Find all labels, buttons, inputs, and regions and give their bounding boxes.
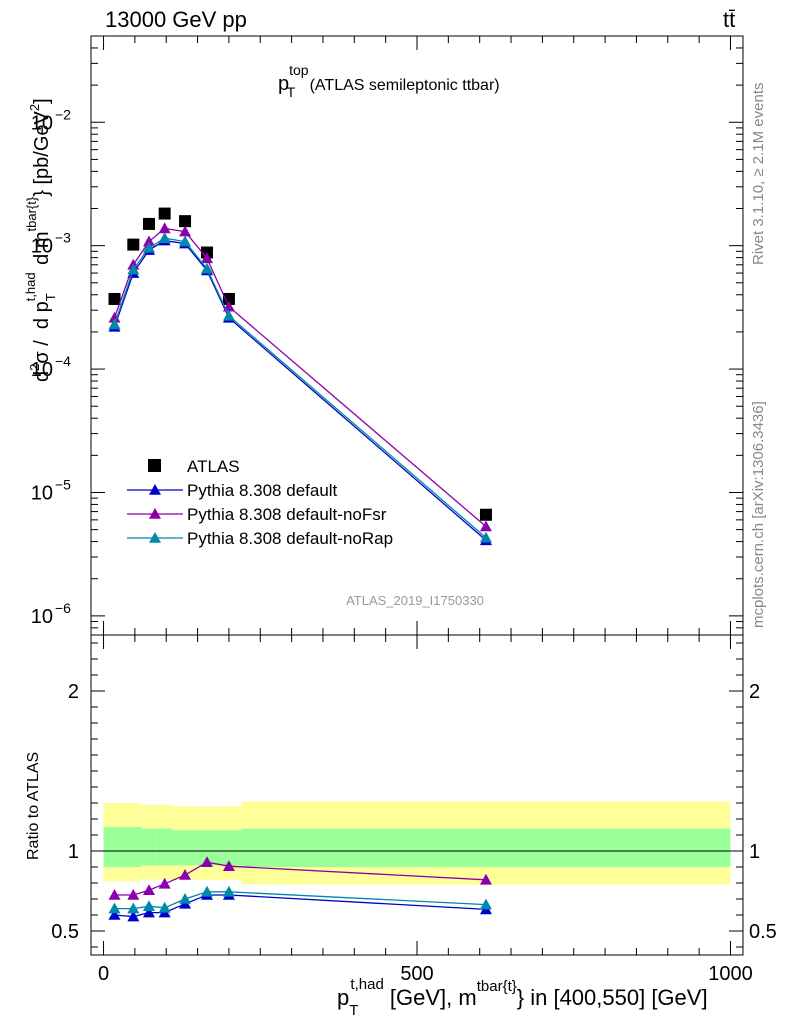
triangle-marker [149, 532, 161, 543]
square-marker [222, 292, 235, 305]
main-y-tick-exponent: −6 [55, 600, 71, 616]
main-y-tick-label: 10 [31, 359, 53, 381]
main-ylabel: d2σ / d pTt,had d mtbar{t}} [pb/GeV2] [23, 98, 58, 382]
triangle-marker [142, 241, 155, 253]
band-green [103, 827, 126, 867]
ratio-y-tick-label-right: 2 [749, 681, 760, 703]
ratio-uncertainty-bands [91, 801, 743, 885]
triangle-marker [200, 885, 213, 897]
ratio-y-tick-label-right: 0.5 [749, 921, 777, 943]
title-sup: top [289, 62, 309, 78]
band-green [125, 827, 142, 867]
series-line [113, 237, 487, 539]
ratio-y-tick-label-left: 2 [68, 681, 79, 703]
main-y-tick-label: 10 [31, 482, 53, 504]
legend: ATLAS Pythia 8.308 default Pythia 8.308 de… [127, 457, 393, 548]
triangle-marker [479, 531, 492, 543]
main-y-tick-exponent: −3 [55, 230, 71, 246]
triangle-marker [179, 893, 192, 904]
legend-label: Pythia 8.308 default-noFsr [187, 505, 387, 524]
triangle-marker [127, 910, 140, 922]
triangle-marker [179, 235, 192, 247]
band-green [197, 830, 217, 866]
band-green [216, 830, 242, 866]
analysis-id: ATLAS_2019_I1750330 [346, 593, 484, 608]
triangle-marker [127, 889, 140, 900]
process-label: tt̄ [723, 7, 735, 32]
main-y-tick-exponent: −5 [55, 476, 71, 492]
ratio-ylabel: Ratio to ATLAS [25, 752, 42, 860]
x-tick-label: 500 [400, 963, 433, 985]
triangle-marker [158, 877, 171, 889]
square-marker [142, 217, 155, 230]
main-plot-area [108, 207, 492, 546]
band-green [156, 828, 173, 866]
triangle-marker [179, 869, 192, 880]
triangle-marker [222, 860, 235, 871]
main-y-tick-exponent: −4 [55, 353, 71, 369]
legend-label: Pythia 8.308 default-noRap [187, 529, 393, 548]
title-base: p [278, 73, 289, 95]
triangle-marker [149, 484, 161, 495]
square-marker [179, 215, 192, 228]
ratio-y-tick-label-right: 1 [749, 841, 760, 863]
triangle-marker [200, 252, 213, 264]
title-rest: (ATLAS semileptonic ttbar) [305, 77, 499, 94]
legend-square-marker [148, 459, 161, 472]
triangle-marker [222, 885, 235, 897]
triangle-marker [479, 520, 492, 532]
square-marker [127, 238, 140, 251]
triangle-marker [142, 235, 155, 247]
energy-label: 13000 GeV pp [105, 7, 247, 32]
triangle-marker [142, 900, 155, 911]
x-tick-label: 1000 [708, 963, 753, 985]
triangle-marker [222, 309, 235, 321]
triangle-marker [200, 856, 213, 867]
triangle-marker [108, 909, 121, 920]
triangle-marker [158, 901, 171, 913]
band-green [172, 830, 198, 866]
ratio-y-tick-label-left: 1 [68, 841, 79, 863]
triangle-marker [200, 262, 213, 274]
ratio-plot-area [108, 856, 492, 922]
triangle-marker [108, 902, 121, 914]
main-y-tick-label: 10 [31, 112, 53, 134]
triangle-marker [142, 884, 155, 895]
main-title: ptop T (ATLAS semileptonic ttbar) [278, 62, 500, 100]
triangle-marker [108, 889, 121, 900]
square-marker [479, 508, 492, 521]
triangle-marker [179, 225, 192, 237]
rivet-label: Rivet 3.1.10, ≥ 2.1M events [750, 83, 767, 266]
triangle-marker [127, 263, 140, 275]
triangle-marker [127, 902, 140, 914]
series-line [113, 227, 487, 527]
ratio-y-tick-label-left: 0.5 [51, 921, 79, 943]
square-marker [108, 292, 121, 305]
band-green [141, 828, 157, 866]
main-y-tick-label: 10 [31, 606, 53, 628]
band-green [241, 828, 731, 867]
triangle-marker [149, 508, 161, 519]
legend-label: ATLAS [187, 457, 240, 476]
legend-label: Pythia 8.308 default [187, 481, 338, 500]
x-tick-label: 0 [98, 963, 109, 985]
triangle-marker [479, 898, 492, 910]
square-marker [158, 207, 171, 220]
triangle-marker [108, 311, 121, 323]
triangle-marker [158, 232, 171, 243]
triangle-marker [479, 873, 492, 885]
main-y-tick-label: 10 [31, 236, 53, 258]
triangle-marker [158, 222, 171, 234]
triangle-marker [142, 906, 155, 918]
main-y-tick-exponent: −2 [55, 106, 71, 122]
title-sub: T [287, 84, 296, 100]
x-axis-label: pTt,had [GeV], mtbar{t}} in [400,550] [G… [337, 976, 708, 1019]
triangle-marker [108, 318, 121, 330]
mcplots-label: mcplots.cern.ch [arXiv:1306.3436] [750, 401, 767, 628]
